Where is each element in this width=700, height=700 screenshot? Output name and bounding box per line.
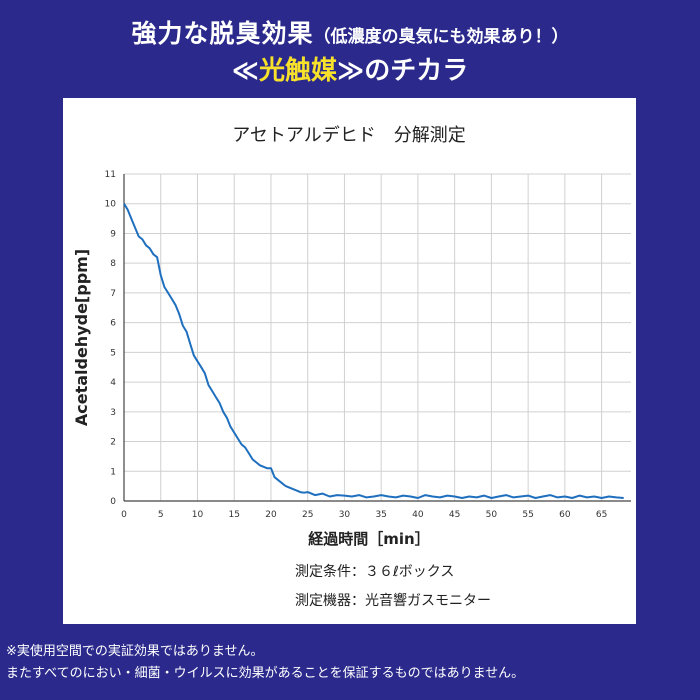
x-tick-label: 15 (228, 510, 239, 520)
y-tick-label: 6 (110, 319, 116, 329)
y-axis-label: Acetaldehyde[ppm] (72, 249, 91, 426)
x-tick-label: 55 (522, 510, 533, 520)
data-line (123, 203, 624, 499)
headline-open-bracket: ≪ (231, 56, 259, 86)
y-tick-label: 11 (105, 170, 116, 180)
headline-main: 強力な脱臭効果 (131, 19, 314, 48)
x-tick-label: 25 (302, 510, 313, 520)
y-tick-label: 5 (110, 348, 116, 358)
y-tick-label: 0 (110, 497, 116, 507)
chart-panel: 0 1 2 3 4 5 6 7 8 9 10 11 0 5 10 15 20 25 30 35 40 45 50 55 60 65… (63, 98, 636, 624)
chart-title: アセトアルデヒド 分解測定 (232, 125, 465, 146)
x-tick-label: 35 (375, 510, 386, 520)
x-tick-label: 5 (158, 510, 164, 520)
headline-line2: ≪光触媒≫のチカラ (0, 50, 700, 87)
x-axis-label: 経過時間［min］ (308, 530, 429, 548)
disclaimer-line1: ※実使用空間での実証効果ではありません。 (6, 644, 264, 659)
x-tick-label: 20 (265, 510, 277, 520)
y-tick-label: 4 (110, 378, 116, 388)
disclaimer-line2: またすべてのにおい・細菌・ウイルスに効果があることを保証するものではありません。 (6, 666, 525, 681)
y-tick-label: 2 (110, 438, 116, 448)
measurement-condition: 測定条件：３６ℓボックス (295, 564, 455, 580)
headline-highlight: 光触媒 (258, 56, 337, 86)
measurement-device: 測定機器：光音響ガスモニター (295, 593, 491, 609)
y-tick-label: 7 (110, 289, 116, 299)
x-tick-label: 65 (596, 510, 607, 520)
headline-sub: （低濃度の臭気にも効果あり！） (313, 27, 569, 47)
x-tick-label: 30 (339, 510, 351, 520)
x-tick-label: 50 (486, 510, 498, 520)
headline-rest: のチカラ (364, 56, 469, 86)
x-tick-label: 10 (192, 510, 204, 520)
x-tick-label: 40 (412, 510, 424, 520)
headline-close-bracket: ≫ (337, 56, 365, 86)
x-tick-label: 60 (559, 510, 571, 520)
y-tick-label: 8 (110, 259, 116, 269)
y-tick-label: 3 (110, 408, 116, 418)
y-tick-label: 9 (110, 229, 116, 239)
x-tick-label: 45 (449, 510, 460, 520)
y-tick-label: 10 (105, 200, 117, 210)
headline-line1: 強力な脱臭効果（低濃度の臭気にも効果あり！） (0, 14, 700, 50)
y-tick-label: 1 (110, 467, 116, 477)
x-tick-label: 0 (121, 510, 127, 520)
